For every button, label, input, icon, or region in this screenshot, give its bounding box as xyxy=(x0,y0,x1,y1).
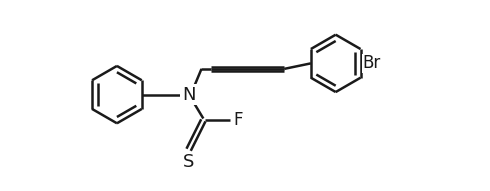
Text: S: S xyxy=(183,153,195,171)
Text: Br: Br xyxy=(363,54,381,72)
Text: F: F xyxy=(233,111,243,129)
Text: N: N xyxy=(182,86,196,104)
